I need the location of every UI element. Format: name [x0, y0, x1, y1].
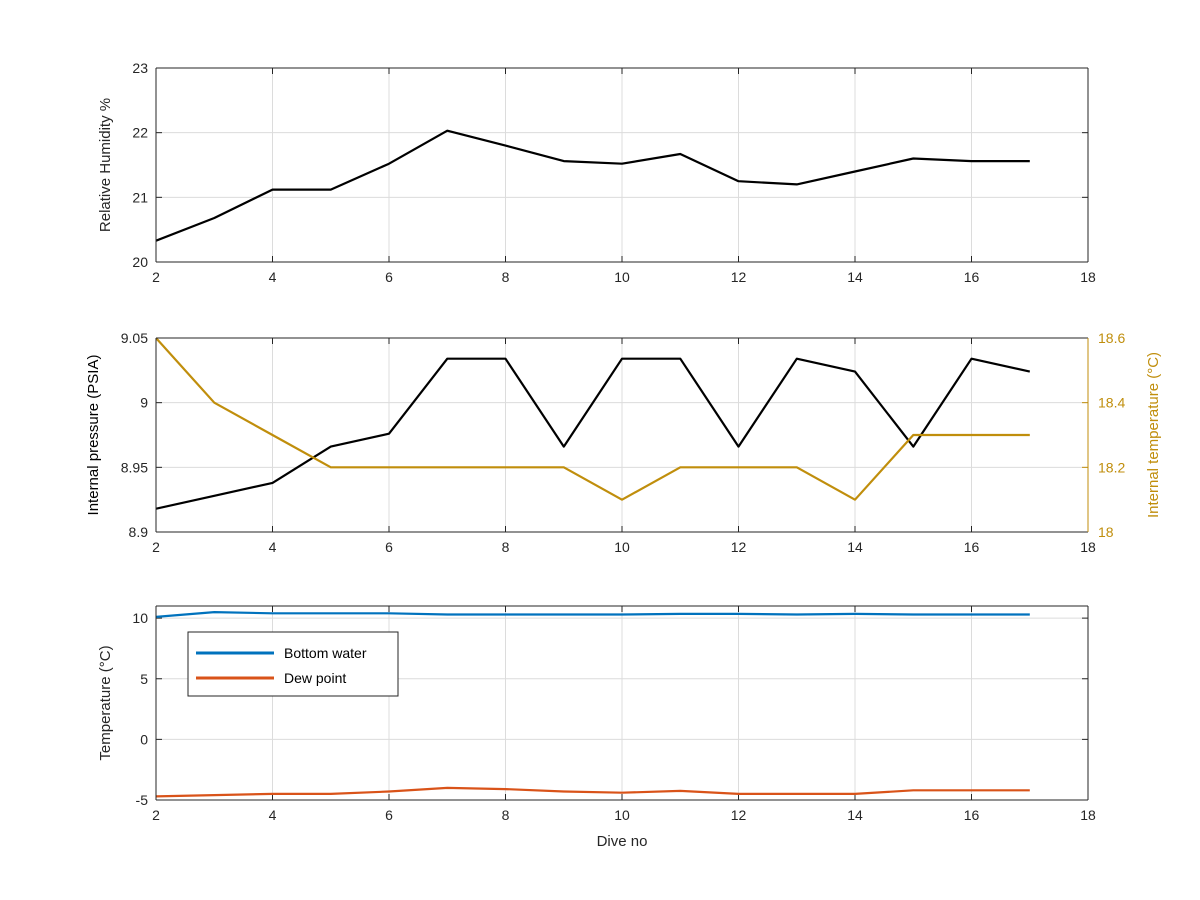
- x-tick-label: 16: [964, 269, 980, 285]
- series-line-2: [156, 338, 1030, 501]
- y-axis-label: Internal pressure (PSIA): [85, 355, 102, 516]
- y-right-tick-label: 18: [1098, 524, 1114, 540]
- x-tick-label: 10: [614, 807, 630, 823]
- y-tick-label: 22: [132, 125, 148, 141]
- x-tick-label: 4: [269, 807, 277, 823]
- x-tick-label: 14: [847, 269, 863, 285]
- x-tick-label: 6: [385, 807, 393, 823]
- x-tick-label: 4: [269, 539, 277, 555]
- x-tick-label: 4: [269, 269, 277, 285]
- series-line-dew-point: [156, 786, 1030, 798]
- y-tick-label: 21: [132, 189, 148, 205]
- x-tick-label: 12: [731, 539, 747, 555]
- x-tick-label: 12: [731, 807, 747, 823]
- legend-box: [187, 631, 399, 697]
- y-tick-label: 20: [132, 254, 148, 270]
- x-tick-label: 16: [964, 539, 980, 555]
- x-tick-label: 18: [1080, 269, 1096, 285]
- x-tick-label: 6: [385, 539, 393, 555]
- series-line-1: [156, 129, 1030, 242]
- subplot-2: 2 4 6 8 10 12 14 16 18 8.9 8.95 9 9.05 18 18.2 18.4 18.6…: [85, 330, 1162, 555]
- y-tick-label: 0: [140, 731, 148, 747]
- y-tick-label: -5: [136, 792, 149, 808]
- x-tick-label: 2: [152, 807, 160, 823]
- legend-entry: Dew point: [284, 670, 346, 686]
- x-tick-label: 12: [731, 269, 747, 285]
- y-axis-label: Relative Humidity %: [97, 98, 114, 232]
- y-tick-label: 5: [140, 671, 148, 687]
- x-tick-label: 10: [614, 269, 630, 285]
- subplot-1: 2 4 6 8 10 12 14 16 18 20 21 22 23 Relative Humidity …: [97, 60, 1096, 285]
- x-tick-label: 10: [614, 539, 630, 555]
- x-tick-label: 8: [502, 539, 510, 555]
- y-right-tick-label: 18.4: [1098, 395, 1125, 411]
- y-tick-label: 8.9: [129, 524, 149, 540]
- y-tick-label: 10: [132, 610, 148, 626]
- x-tick-label: 14: [847, 807, 863, 823]
- x-tick-label: 8: [502, 269, 510, 285]
- series-line-1: [156, 357, 1031, 510]
- x-tick-label: 8: [502, 807, 510, 823]
- x-tick-label: 14: [847, 539, 863, 555]
- y-tick-label: 8.95: [121, 459, 148, 475]
- x-tick-label: 18: [1080, 807, 1096, 823]
- y-right-axis-label: Internal temperature (°C): [1145, 352, 1162, 518]
- legend: Bottom water Dew point: [187, 631, 399, 697]
- x-tick-label: 6: [385, 269, 393, 285]
- x-axis-label: Dive no: [597, 833, 648, 850]
- y-tick-label: 23: [132, 60, 148, 76]
- x-tick-label: 16: [964, 807, 980, 823]
- legend-entry: Bottom water: [284, 645, 367, 661]
- y-tick-label: 9: [140, 395, 148, 411]
- subplot-3: 2 4 6 8 10 12 14 16 18 -5 0 5 10 Temperature (°C) Dive…: [97, 605, 1096, 850]
- x-tick-label: 18: [1080, 539, 1096, 555]
- y-axis-label: Temperature (°C): [97, 645, 114, 760]
- y-right-tick-label: 18.6: [1098, 330, 1125, 346]
- x-tick-label: 2: [152, 539, 160, 555]
- y-tick-label: 9.05: [121, 330, 148, 346]
- x-tick-label: 2: [152, 269, 160, 285]
- y-right-tick-label: 18.2: [1098, 459, 1125, 475]
- series-line-bottom-water: [156, 610, 1030, 618]
